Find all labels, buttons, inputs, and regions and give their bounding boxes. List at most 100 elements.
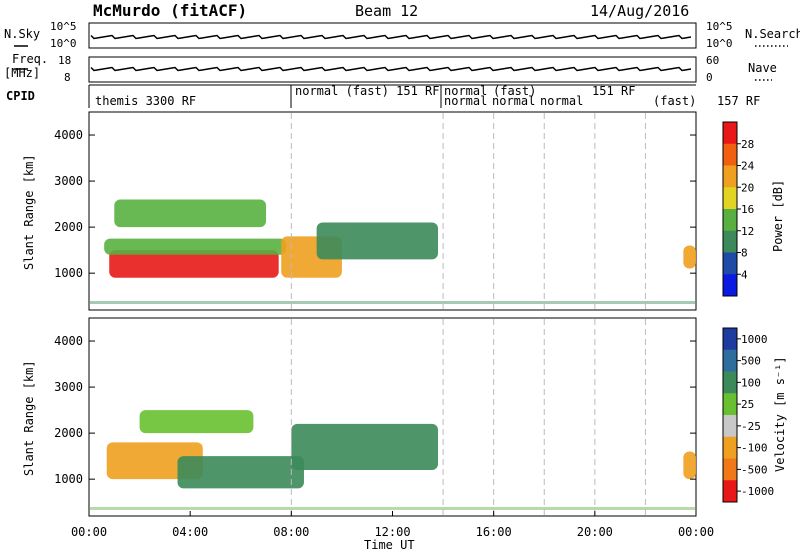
power-y-tick-label-3: 3000 <box>54 174 83 188</box>
velocity-colorbar-tick-label-6: -100 <box>741 442 768 455</box>
velocity-colorbar-swatch-7 <box>723 458 737 481</box>
velocity-colorbar-tick-label-5: -25 <box>741 420 761 433</box>
power-region-2 <box>104 238 287 255</box>
velocity-colorbar-tick-label-8: -1000 <box>741 485 774 498</box>
velocity-colorbar-swatch-5 <box>723 415 737 438</box>
freq-label-1: Freq. <box>12 52 48 66</box>
power-grid-lines <box>290 113 646 309</box>
velocity-colorbar-tick-label-4: 25 <box>741 398 754 411</box>
power-colorbar-swatch-1 <box>723 122 737 145</box>
nsearch-label: N.Search <box>745 27 800 41</box>
velocity-region-2 <box>177 456 304 489</box>
time-tick-label-6: 20:00 <box>577 525 613 539</box>
velocity-colorbar-swatch-2 <box>723 349 737 372</box>
power-colorbar-tick-label-3: 12 <box>741 225 754 238</box>
freq-line <box>90 66 692 72</box>
cpid-segment-7: normal <box>444 94 487 108</box>
cpid-segment-5: 151 <box>592 84 614 98</box>
time-axis-label: Time UT <box>364 538 415 552</box>
nsky-trace <box>90 34 692 40</box>
velocity-colorbar-label: Velocity [m s⁻¹] <box>773 356 787 472</box>
power-colorbar-swatch-4 <box>723 187 737 210</box>
velocity-region-4 <box>139 410 254 434</box>
velocity-colorbar: 1000 500 100 25 -25 -100 -500 -1000 <box>722 327 774 503</box>
nsky-tick-top: 10^5 <box>50 20 77 33</box>
power-colorbar-tick-label-4: 16 <box>741 203 754 216</box>
velocity-colorbar-frame <box>722 327 738 503</box>
velocity-colorbar-swatch-8 <box>723 480 737 503</box>
power-colorbar-tick-label-7: 28 <box>741 138 754 151</box>
velocity-colorbar-swatch-1 <box>723 328 737 351</box>
power-region-6 <box>683 245 696 269</box>
cpid-segment-2: normal (fast) 151 RF <box>295 84 440 98</box>
power-panel: 1000 2000 3000 4000 Slant Range [km] 4 8 12 16… <box>22 111 785 311</box>
velocity-y-axis: 1000 2000 3000 4000 <box>54 334 696 486</box>
cpid-segment-6: RF <box>621 84 635 98</box>
velocity-panel: 1000 2000 3000 4000 Slant Range [km] 1000 50… <box>22 317 787 517</box>
nsky-strip <box>88 22 697 49</box>
freq-strip <box>88 56 697 83</box>
freq-tick-top: 18 <box>58 54 71 67</box>
time-tick-label-1: 00:00 <box>71 525 107 539</box>
velocity-colorbar-tick-label-7: -500 <box>741 463 768 476</box>
nsky-tick-bottom: 10^0 <box>50 37 77 50</box>
power-colorbar-tick-label-5: 20 <box>741 181 754 194</box>
velocity-data-regions <box>90 410 696 510</box>
power-colorbar-swatch-6 <box>723 230 737 253</box>
power-y-tick-label-1: 1000 <box>54 266 83 280</box>
power-colorbar-tick-label-2: 8 <box>741 247 748 260</box>
power-region-4 <box>316 222 439 260</box>
power-y-axis: 1000 2000 3000 4000 <box>54 128 696 280</box>
time-tick-label-5: 16:00 <box>476 525 512 539</box>
power-y-tick-label-2: 2000 <box>54 220 83 234</box>
velocity-colorbar-swatch-6 <box>723 436 737 459</box>
power-colorbar-tick-label-1: 4 <box>741 268 748 281</box>
power-colorbar-swatch-3 <box>723 165 737 188</box>
velocity-grid-lines <box>290 319 646 515</box>
cpid-segment-8: normal <box>492 94 535 108</box>
power-colorbar-swatch-2 <box>723 143 737 166</box>
time-tick-label-4: 12:00 <box>374 525 410 539</box>
cpid-segment-9: normal <box>540 94 583 108</box>
nave-label: Nave <box>748 61 777 75</box>
power-colorbar-swatch-8 <box>723 274 737 297</box>
power-region-5 <box>114 199 267 228</box>
velocity-colorbar-swatch-3 <box>723 371 737 394</box>
power-colorbar-swatch-7 <box>723 252 737 275</box>
power-colorbar-tick-label-6: 24 <box>741 160 755 173</box>
power-colorbar-swatch-5 <box>723 209 737 232</box>
power-ground-noise <box>90 301 695 304</box>
beam-label: Beam 12 <box>355 2 418 20</box>
cpid-label: CPID <box>6 89 35 103</box>
nsearch-tick-top: 10^5 <box>706 20 733 33</box>
velocity-y-tick-label-1: 1000 <box>54 472 83 486</box>
freq-label-2: [MHz] <box>4 66 40 80</box>
velocity-ground-noise <box>90 507 695 510</box>
time-tick-label-2: 04:00 <box>172 525 208 539</box>
power-region-1 <box>109 250 279 278</box>
nsearch-tick-bottom: 10^0 <box>706 37 733 50</box>
figure-title: McMurdo (fitACF) <box>93 1 247 20</box>
velocity-y-tick-label-4: 4000 <box>54 334 83 348</box>
power-y-tick-label-4: 4000 <box>54 128 83 142</box>
cpid-segment-4: (fast) <box>493 84 536 98</box>
date-label: 14/Aug/2016 <box>590 2 689 20</box>
velocity-y-tick-label-3: 3000 <box>54 380 83 394</box>
velocity-colorbar-tick-label-3: 100 <box>741 376 761 389</box>
nsky-label: N.Sky <box>4 27 40 41</box>
velocity-colorbar-swatch-4 <box>723 393 737 416</box>
cpid-segment-1: themis 3300 RF <box>95 94 196 108</box>
velocity-region-3 <box>291 423 439 470</box>
velocity-region-5 <box>683 451 696 480</box>
time-tick-label-7: 00:00 <box>678 525 714 539</box>
time-axis: 00:00 04:00 08:00 12:00 16:00 20:00 00:00 <box>71 511 714 539</box>
power-y-axis-label: Slant Range [km] <box>22 154 36 270</box>
freq-trace <box>90 66 692 72</box>
velocity-colorbar-tick-label-2: 500 <box>741 355 761 368</box>
power-data-regions <box>90 199 696 304</box>
velocity-y-axis-label: Slant Range [km] <box>22 360 36 476</box>
power-colorbar: 4 8 12 16 20 24 28 <box>722 121 755 297</box>
velocity-colorbar-tick-label-1: 1000 <box>741 333 768 346</box>
time-tick-label-3: 08:00 <box>273 525 309 539</box>
